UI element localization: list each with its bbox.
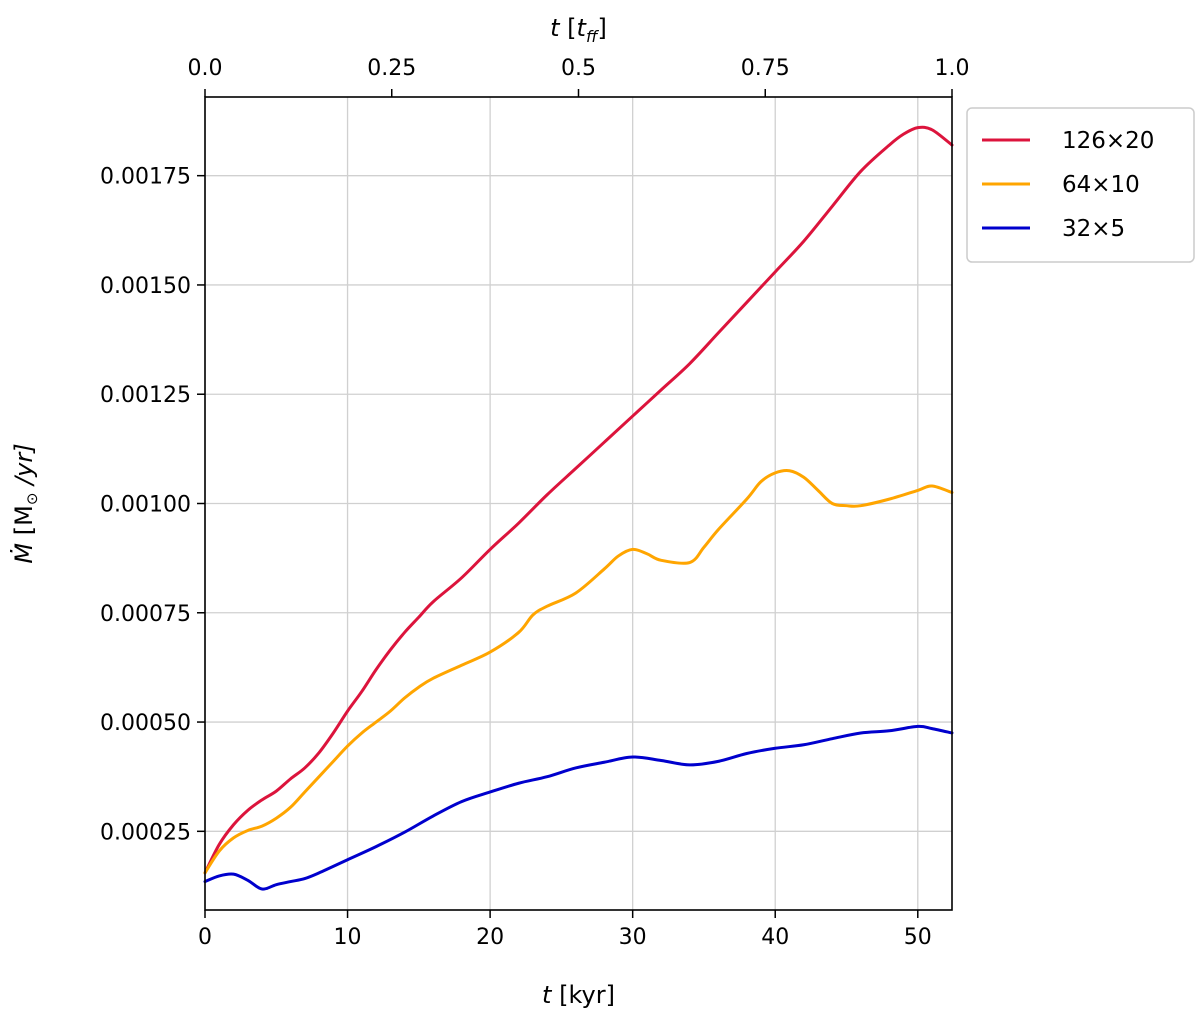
x-tick-label-top: 0.25 (367, 56, 416, 81)
x-axis-label-top: t [tff] (550, 14, 607, 46)
x-tick-label-top: 1.0 (935, 56, 970, 81)
x-axis-label-top-var: t (550, 14, 561, 42)
x-axis-label-bottom-unit: [kyr] (551, 981, 614, 1009)
y-axis-label-unit: /yr] (10, 443, 38, 492)
legend-label-32x5: 32×5 (1062, 216, 1125, 242)
axis-ticks: 0 10 20 30 40 50 0.0 0.25 0.5 0.75 1.0 0.00025 0.000… (100, 56, 969, 950)
x-tick-label-bottom: 20 (476, 925, 504, 950)
x-tick-label-bottom: 50 (904, 925, 932, 950)
x-axis-label-top-open: [ (560, 14, 577, 42)
y-tick-label: 0.00050 (100, 711, 191, 736)
x-tick-label-bottom: 30 (619, 925, 647, 950)
x-axis-label-top-sub-base: t (577, 14, 588, 42)
y-tick-label: 0.00075 (100, 602, 191, 627)
x-axis-label-top-close: ] (598, 14, 607, 42)
y-tick-label: 0.00150 (100, 274, 191, 299)
y-axis-label-sun: ⊙ (23, 493, 41, 506)
x-axis-label-top-sub: ff (586, 27, 600, 46)
legend-label-64x10: 64×10 (1062, 172, 1140, 198)
y-axis-label: Ṁ [M⊙ /yr] (9, 443, 41, 563)
series-line-126x20 (203, 125, 954, 875)
y-axis-label-open: [M (10, 505, 38, 543)
x-tick-label-bottom: 40 (761, 925, 789, 950)
legend-label-126x20: 126×20 (1062, 128, 1154, 154)
y-tick-label: 0.00100 (100, 493, 191, 518)
x-axis-label-bottom: t [kyr] (542, 981, 615, 1009)
x-axis-label-bottom-var: t (542, 981, 553, 1009)
y-tick-label: 0.00175 (100, 165, 191, 190)
legend-box (966, 107, 1195, 263)
x-tick-label-top: 0.0 (188, 56, 223, 81)
y-axis-label-symbol: Ṁ (9, 543, 38, 564)
series-line-64x10 (203, 468, 954, 875)
series-line-32x5 (203, 724, 954, 891)
grid-lines (204, 97, 952, 910)
x-tick-label-top: 0.5 (561, 56, 596, 81)
series-lines (203, 125, 954, 891)
y-tick-label: 0.00025 (100, 820, 191, 845)
x-tick-label-top: 0.75 (741, 56, 790, 81)
x-tick-label-bottom: 10 (334, 925, 362, 950)
x-tick-label-bottom: 0 (198, 925, 212, 950)
legend: 126×20 64×10 32×5 (966, 107, 1195, 263)
y-tick-label: 0.00125 (100, 383, 191, 408)
